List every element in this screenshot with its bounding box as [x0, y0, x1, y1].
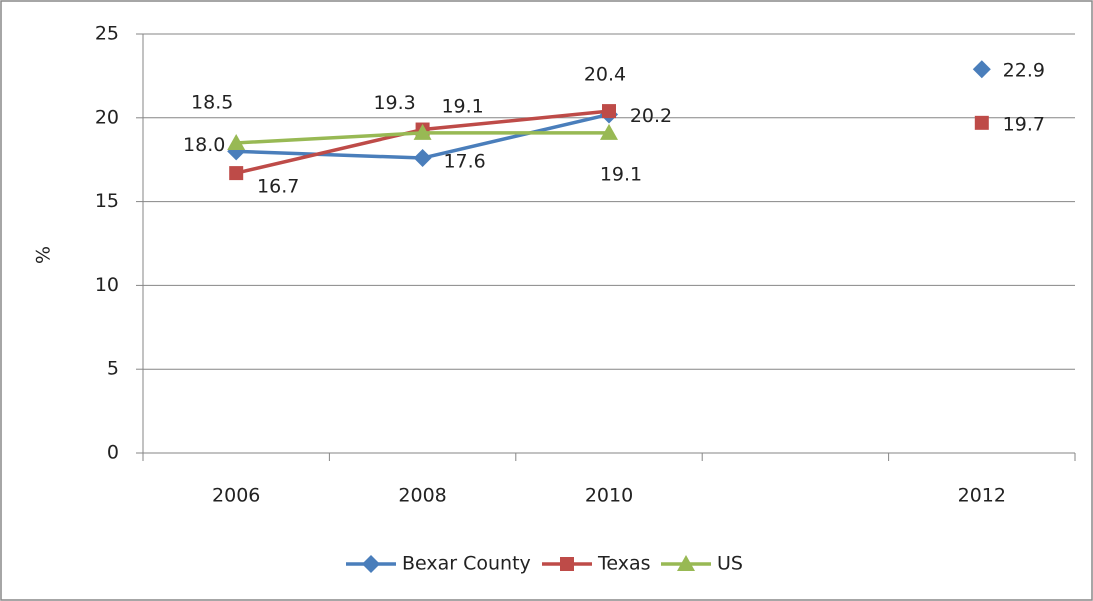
marker	[362, 555, 380, 573]
data-label: 19.1	[600, 163, 642, 185]
y-tick-label: 25	[95, 23, 119, 45]
legend-label: US	[717, 553, 743, 575]
marker	[602, 104, 616, 119]
marker	[227, 133, 246, 150]
data-label: 16.7	[257, 176, 299, 198]
marker	[972, 60, 991, 79]
data-label: 17.6	[443, 151, 485, 173]
x-tick-label: 2006	[212, 485, 260, 507]
data-label: 19.3	[373, 92, 415, 114]
data-label: 19.7	[1003, 113, 1045, 135]
series	[227, 123, 618, 150]
y-tick-label: 15	[95, 190, 119, 212]
y-tick-label: 10	[95, 274, 119, 296]
marker	[560, 557, 574, 571]
marker	[229, 166, 244, 181]
marker	[600, 123, 618, 140]
legend-label: Bexar County	[402, 553, 531, 575]
data-label: 18.5	[191, 91, 233, 113]
data-label: 20.2	[630, 105, 672, 127]
y-tick-label: 5	[107, 358, 119, 380]
data-label: 22.9	[1003, 60, 1045, 82]
x-tick-label: 2010	[585, 485, 633, 507]
data-label: 20.4	[584, 64, 626, 86]
data-label: 19.1	[441, 95, 483, 117]
x-tick-label: 2012	[958, 485, 1006, 507]
y-tick-label: 20	[95, 106, 119, 128]
marker	[413, 123, 432, 140]
marker	[413, 149, 432, 168]
legend-label: Texas	[597, 553, 651, 575]
data-label: 18.0	[183, 134, 225, 156]
y-axis-label: %	[33, 246, 55, 264]
marker	[677, 555, 695, 571]
marker	[974, 115, 989, 130]
y-tick-label: 0	[107, 442, 119, 464]
x-tick-label: 2008	[398, 485, 446, 507]
